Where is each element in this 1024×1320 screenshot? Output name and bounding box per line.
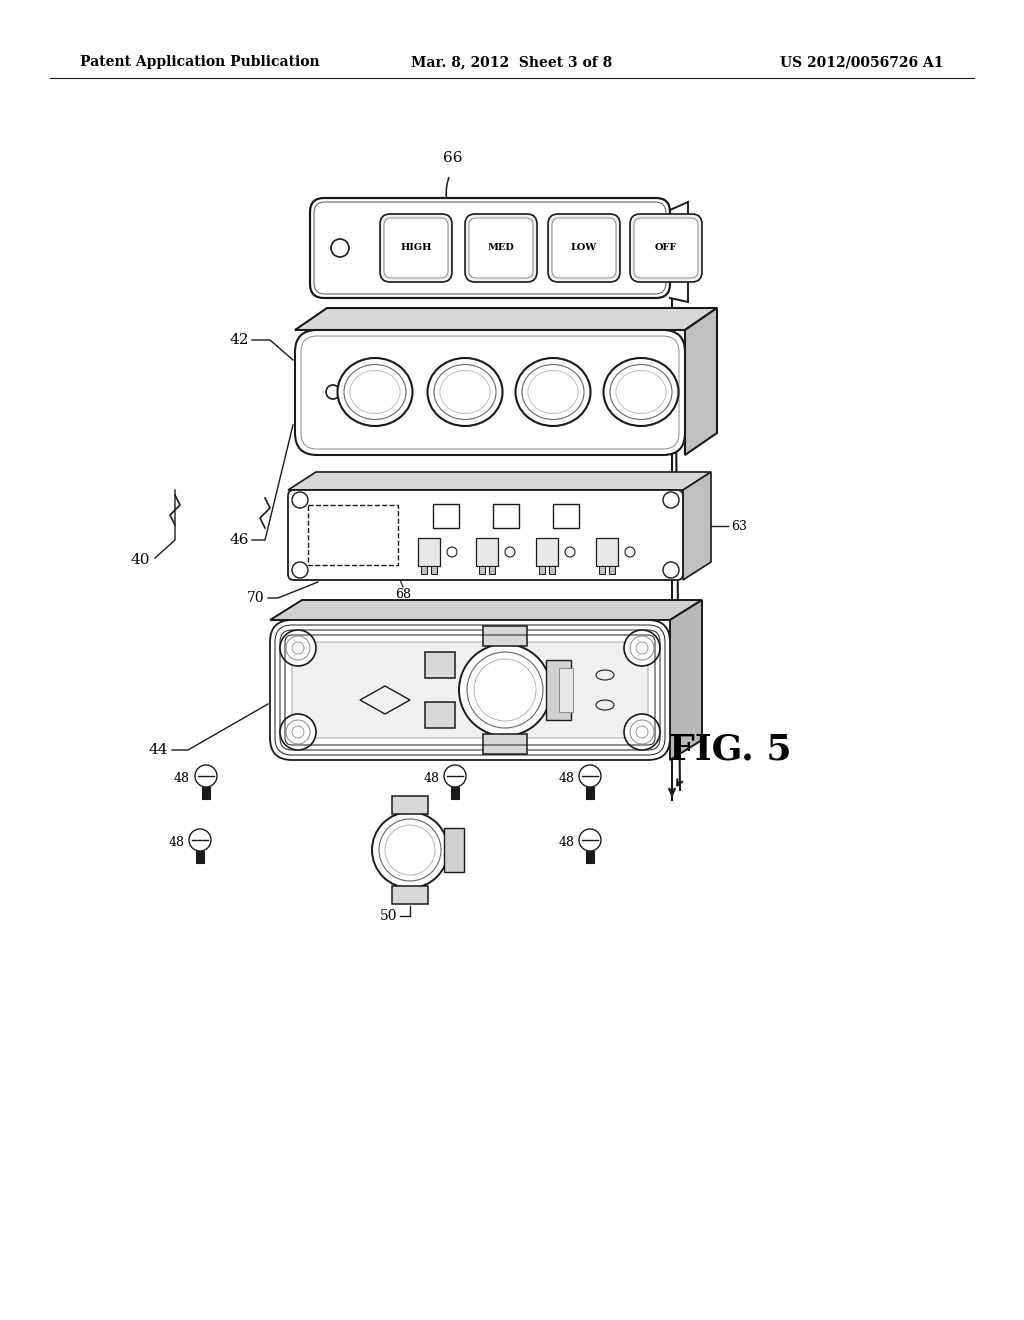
Circle shape (630, 636, 654, 660)
Circle shape (280, 714, 316, 750)
Text: 48: 48 (169, 836, 185, 849)
Bar (559, 668, 573, 711)
Text: 62: 62 (559, 486, 573, 496)
Polygon shape (670, 601, 702, 760)
FancyArrow shape (202, 787, 210, 799)
Text: 46: 46 (229, 533, 249, 546)
FancyBboxPatch shape (634, 218, 698, 279)
Bar (483, 734, 527, 754)
Bar (421, 566, 427, 574)
Text: 63: 63 (731, 520, 746, 532)
Bar (392, 796, 428, 814)
Circle shape (624, 630, 660, 667)
Text: 44: 44 (148, 743, 168, 756)
Bar (489, 566, 495, 574)
Text: 60: 60 (439, 486, 454, 496)
Text: 66: 66 (443, 150, 463, 165)
Text: HIGH: HIGH (400, 243, 432, 252)
FancyBboxPatch shape (288, 490, 683, 579)
Circle shape (372, 812, 449, 888)
Bar (536, 539, 558, 566)
Bar (596, 539, 618, 566)
Ellipse shape (610, 364, 672, 420)
Ellipse shape (528, 371, 578, 413)
Circle shape (280, 630, 316, 667)
Bar (444, 828, 464, 873)
Text: 70: 70 (248, 591, 265, 605)
Bar (431, 566, 437, 574)
Text: OFF: OFF (654, 243, 677, 252)
Circle shape (630, 719, 654, 744)
Ellipse shape (616, 371, 666, 413)
Bar (546, 660, 571, 719)
FancyBboxPatch shape (310, 198, 670, 298)
FancyArrow shape (586, 787, 594, 799)
Bar (418, 539, 440, 566)
Bar (425, 652, 455, 678)
Circle shape (379, 818, 441, 880)
Ellipse shape (338, 358, 413, 426)
Ellipse shape (344, 364, 406, 420)
Circle shape (459, 644, 551, 737)
Text: MED: MED (487, 243, 514, 252)
Circle shape (286, 636, 310, 660)
FancyBboxPatch shape (552, 218, 616, 279)
Polygon shape (295, 308, 717, 330)
Text: 42: 42 (229, 333, 249, 347)
Text: 48: 48 (174, 771, 190, 784)
Ellipse shape (427, 358, 503, 426)
Ellipse shape (603, 358, 679, 426)
Ellipse shape (440, 371, 490, 413)
Ellipse shape (522, 364, 584, 420)
FancyArrow shape (451, 787, 459, 799)
Polygon shape (270, 601, 702, 620)
Text: LOW: LOW (570, 243, 597, 252)
Bar (599, 566, 605, 574)
Ellipse shape (515, 358, 591, 426)
Circle shape (624, 714, 660, 750)
Text: 68: 68 (395, 587, 411, 601)
Bar (553, 504, 579, 528)
Text: US 2012/0056726 A1: US 2012/0056726 A1 (780, 55, 944, 69)
FancyBboxPatch shape (548, 214, 620, 282)
FancyBboxPatch shape (292, 642, 648, 738)
Bar (425, 702, 455, 729)
Bar (308, 506, 398, 565)
Text: 48: 48 (559, 771, 575, 784)
Text: 48: 48 (424, 771, 440, 784)
Ellipse shape (434, 364, 496, 420)
Polygon shape (683, 473, 711, 579)
Text: 48: 48 (559, 836, 575, 849)
Ellipse shape (350, 371, 400, 413)
Text: 50: 50 (380, 909, 397, 923)
FancyBboxPatch shape (465, 214, 537, 282)
Bar (479, 566, 485, 574)
FancyArrow shape (586, 851, 594, 863)
Text: FIG. 5: FIG. 5 (669, 733, 792, 767)
Circle shape (286, 719, 310, 744)
FancyArrow shape (196, 851, 204, 863)
Polygon shape (685, 308, 717, 455)
Bar (433, 504, 459, 528)
Text: 61: 61 (499, 486, 513, 496)
Text: Mar. 8, 2012  Sheet 3 of 8: Mar. 8, 2012 Sheet 3 of 8 (412, 55, 612, 69)
Bar (549, 566, 555, 574)
Bar (609, 566, 615, 574)
Bar (392, 886, 428, 904)
FancyBboxPatch shape (384, 218, 449, 279)
Text: 40: 40 (130, 553, 150, 568)
Bar (476, 539, 498, 566)
FancyBboxPatch shape (630, 214, 702, 282)
Polygon shape (288, 473, 711, 490)
Bar (539, 566, 545, 574)
Circle shape (467, 652, 543, 729)
FancyBboxPatch shape (469, 218, 534, 279)
Text: Patent Application Publication: Patent Application Publication (80, 55, 319, 69)
FancyBboxPatch shape (295, 330, 685, 455)
FancyBboxPatch shape (380, 214, 452, 282)
Bar (483, 626, 527, 645)
Bar (493, 504, 519, 528)
FancyBboxPatch shape (270, 620, 670, 760)
